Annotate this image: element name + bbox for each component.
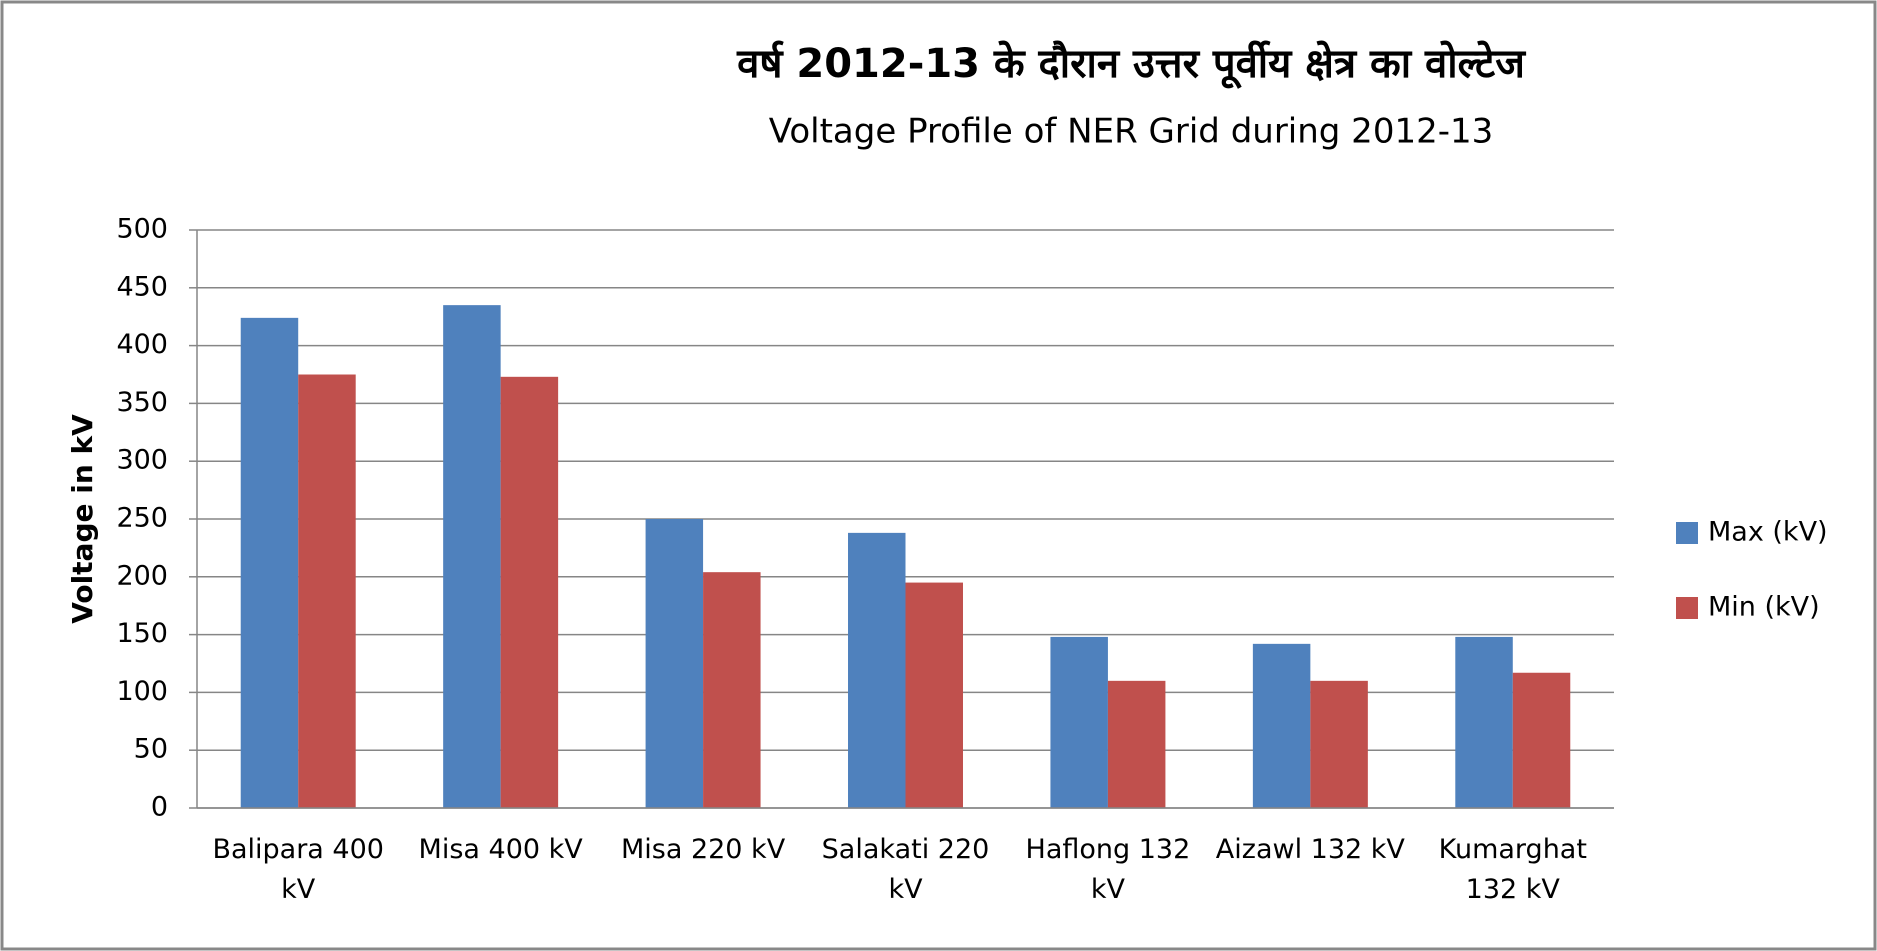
x-tick-label: Misa 220 kV [620,834,786,865]
x-tick-label: Misa 400 kV [418,834,583,865]
y-tick-label: 350 [116,387,168,418]
y-tick-label: 400 [116,329,168,360]
bar [645,519,704,808]
legend-label: Max (kV) [1708,517,1828,548]
y-tick-label: 50 [134,734,168,765]
y-tick-label: 150 [116,618,168,649]
y-tick-label: 250 [116,503,168,534]
bar [1512,672,1571,808]
bar [905,582,963,808]
bar [1050,636,1108,808]
y-axis-label: Voltage in kV [66,414,99,624]
x-tick-label: Haflong 132 kV [1025,834,1191,905]
bar [1310,680,1368,808]
legend-label: Min (kV) [1708,592,1820,623]
bar [1455,636,1513,808]
y-tick-label: 500 [116,214,168,245]
bar [500,376,559,808]
legend-swatch [1676,597,1698,619]
x-tick-label: Salakati 220 kV [821,834,990,905]
chart-title: वर्ष 2012-13 के दौरान उत्तर पूर्वीय क्षे… [736,40,1526,89]
y-tick-label: 200 [116,560,168,591]
bar [298,374,356,808]
bar [240,317,299,808]
bar [443,305,501,808]
y-tick-label: 100 [116,676,168,707]
x-tick-label: Balipara 400 kV [212,834,384,905]
chart-subtitle: Voltage Profile of NER Grid during 2012-… [769,112,1494,152]
bar [1252,643,1311,808]
bar [703,572,761,808]
bar [848,532,906,808]
y-tick-label: 300 [116,445,168,476]
bar [1107,680,1166,808]
x-tick-label: Aizawl 132 kV [1215,834,1405,865]
legend-swatch [1676,522,1698,544]
x-tick-label: Kumarghat 132 kV [1438,834,1587,905]
y-tick-label: 0 [151,792,168,823]
y-tick-label: 450 [116,271,168,302]
